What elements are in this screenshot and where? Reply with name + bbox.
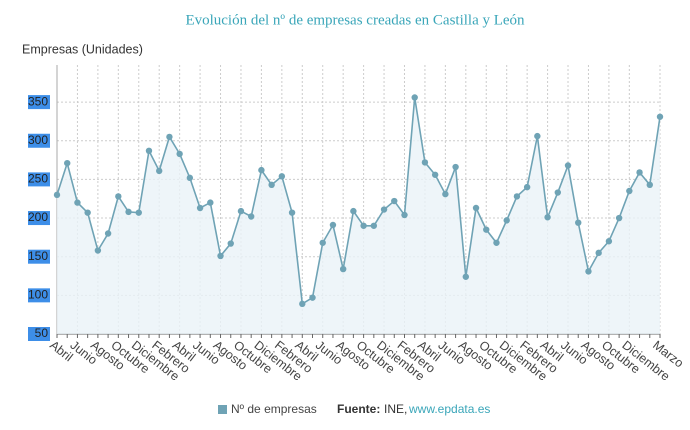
point — [84, 209, 91, 216]
point — [258, 166, 265, 174]
point — [421, 159, 429, 166]
point — [391, 197, 398, 205]
tick-highlight — [28, 249, 50, 264]
point — [156, 167, 163, 175]
point — [329, 221, 337, 229]
point — [656, 113, 664, 120]
tick-highlight — [28, 288, 50, 303]
point — [401, 211, 408, 219]
point — [534, 132, 541, 140]
point — [166, 133, 173, 141]
y-axis-label: Empresas (Unidades) — [22, 42, 143, 56]
point — [319, 239, 326, 246]
point — [605, 238, 613, 245]
chart-title: Evolución del nº de empresas creadas en … — [185, 12, 525, 28]
line — [56, 97, 661, 306]
point — [544, 214, 551, 221]
point — [125, 208, 132, 216]
point — [564, 162, 572, 169]
point — [411, 94, 418, 101]
point — [513, 193, 521, 200]
point — [288, 209, 296, 216]
point — [493, 239, 500, 246]
area — [57, 97, 660, 334]
y-tick-label: 100 — [28, 288, 48, 302]
y-tick-label: 350 — [28, 94, 48, 108]
point — [64, 159, 71, 167]
plot-area: 50100150200250300350AbrilJunioAgostoOctu… — [28, 65, 686, 384]
point — [339, 265, 347, 273]
tick-highlight — [28, 172, 50, 187]
point — [483, 226, 490, 233]
point — [278, 173, 286, 180]
point — [217, 252, 224, 260]
point — [268, 181, 275, 189]
point — [247, 213, 255, 220]
y-tick-label: 200 — [28, 210, 48, 224]
point — [431, 171, 439, 178]
point — [626, 187, 633, 195]
point — [299, 300, 306, 308]
point — [237, 207, 245, 215]
tick-highlight — [28, 211, 50, 226]
point — [350, 207, 357, 215]
point — [104, 230, 112, 237]
point — [595, 249, 602, 257]
point — [196, 204, 204, 212]
point — [176, 150, 183, 158]
y-tick-label: 300 — [28, 133, 48, 147]
point — [94, 247, 102, 254]
y-tick-label: 250 — [28, 172, 48, 186]
point — [503, 217, 510, 224]
point — [380, 206, 388, 213]
point — [370, 222, 378, 229]
point — [74, 199, 81, 206]
point — [186, 174, 194, 182]
point — [585, 268, 592, 275]
point — [636, 169, 643, 176]
point — [360, 222, 367, 229]
y-tick-label: 150 — [28, 249, 48, 263]
point — [53, 191, 61, 199]
point — [615, 214, 623, 222]
source-url[interactable]: www.epdata.es — [408, 402, 490, 416]
legend: Nº de empresas Fuente: INE, www.epdata.e… — [218, 402, 490, 416]
point — [227, 240, 234, 247]
tick-highlight — [28, 327, 50, 341]
tick-highlight — [28, 133, 50, 148]
y-tick-label: 50 — [35, 326, 49, 340]
point — [452, 163, 459, 171]
point — [207, 199, 214, 206]
point — [554, 189, 561, 196]
point — [115, 193, 122, 200]
legend-label: Nº de empresas — [231, 402, 317, 416]
point — [472, 204, 480, 212]
legend-swatch — [218, 405, 227, 414]
point — [145, 147, 153, 155]
source: INE, — [384, 402, 407, 416]
source-label: Fuente: — [337, 402, 380, 416]
tick-highlight — [28, 95, 50, 110]
point — [309, 294, 316, 301]
point — [575, 219, 582, 226]
point — [523, 183, 531, 191]
point — [646, 181, 653, 189]
point — [442, 190, 449, 198]
point — [135, 209, 142, 216]
point — [462, 273, 470, 280]
